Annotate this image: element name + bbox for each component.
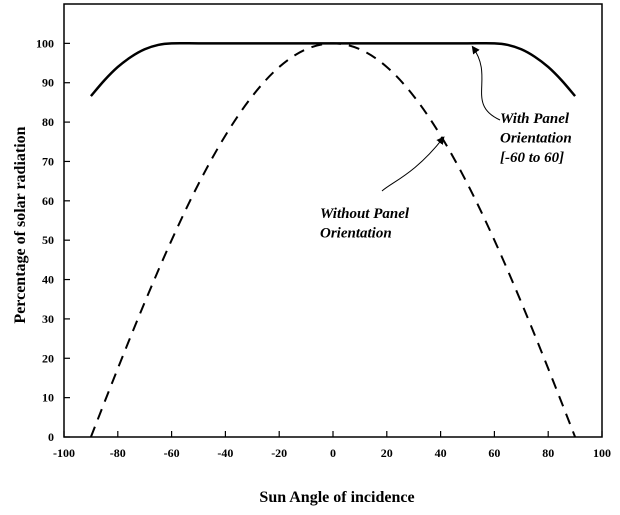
x-tick-label: -60 <box>164 446 180 460</box>
annotation-with-line: With Panel <box>500 111 570 127</box>
x-tick-label: 0 <box>330 446 336 460</box>
plot-area: -100 -80 -60 -40 -20 0 20 40 60 80 100 0 10 20 30 40 50 6… <box>36 3 611 460</box>
y-tick-label: 20 <box>42 351 54 365</box>
y-tick-label: 100 <box>36 36 54 50</box>
y-tick-label: 80 <box>42 115 54 129</box>
y-tick-label: 40 <box>42 273 54 287</box>
y-tick-label: 70 <box>42 154 54 168</box>
x-tick-label: -40 <box>217 446 233 460</box>
x-axis-title: Sun Angle of incidence <box>259 489 414 506</box>
y-axis-title: Percentage of solar radiation <box>12 126 29 323</box>
y-tick-label: 30 <box>42 312 54 326</box>
x-tick-label: 80 <box>542 446 554 460</box>
annotation-with-line: [-60 to 60] <box>500 150 564 166</box>
x-tick-label: -100 <box>53 446 75 460</box>
x-tick-label: 100 <box>593 446 611 460</box>
series-line-without-orientation <box>89 42 577 438</box>
annotation-without-line: Orientation <box>320 226 392 242</box>
x-tick-label: 20 <box>381 446 393 460</box>
x-tick-label: -80 <box>110 446 126 460</box>
y-tick-label: 50 <box>42 233 54 247</box>
y-tick-label: 10 <box>42 391 54 405</box>
annotation-with-line: Orientation <box>500 131 572 147</box>
x-tick-label: 60 <box>488 446 500 460</box>
annotation-without-line: Without Panel <box>320 206 410 222</box>
y-tick-label: 60 <box>42 194 54 208</box>
x-tick-label: 40 <box>435 446 447 460</box>
annotation-without-arrow <box>381 136 445 192</box>
y-tick-label: 90 <box>42 76 54 90</box>
y-tick-label: 0 <box>48 430 54 444</box>
annotation-with-arrow <box>471 45 501 121</box>
series-line-with-orientation <box>89 41 577 97</box>
x-tick-label: -20 <box>271 446 287 460</box>
